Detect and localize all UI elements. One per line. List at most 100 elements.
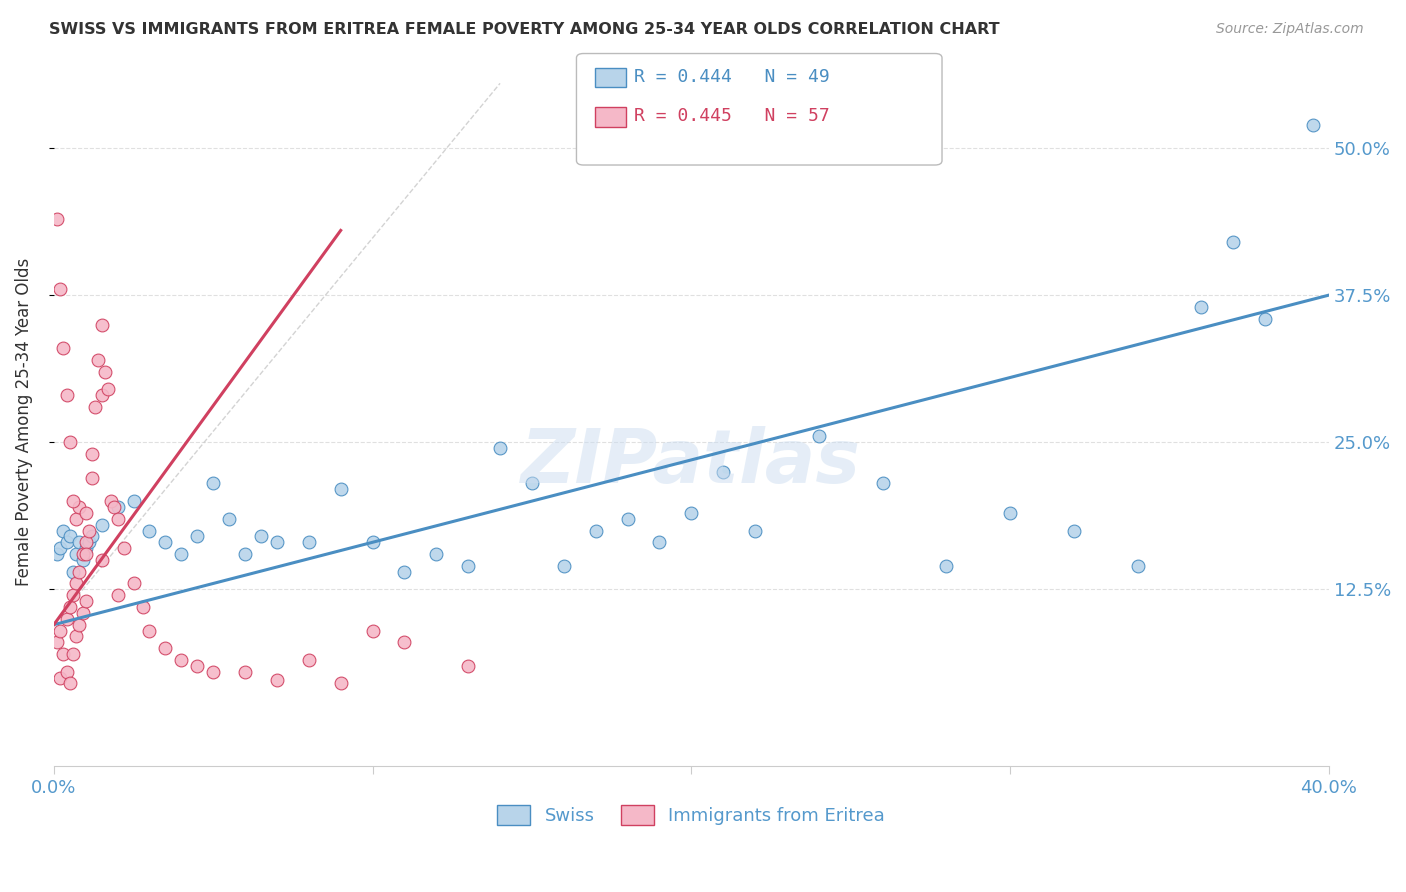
Point <box>807 429 830 443</box>
Point <box>65 629 87 643</box>
Point <box>138 624 160 638</box>
Point <box>55 388 77 402</box>
Point <box>218 512 240 526</box>
Text: Source: ZipAtlas.com: Source: ZipAtlas.com <box>1216 22 1364 37</box>
Point <box>1063 524 1085 538</box>
Point <box>55 665 77 679</box>
Point <box>90 517 112 532</box>
Point <box>72 553 94 567</box>
Point <box>298 535 321 549</box>
Point <box>90 388 112 402</box>
Point <box>49 541 72 556</box>
Point <box>84 400 107 414</box>
Point <box>55 535 77 549</box>
Point <box>616 512 638 526</box>
Point <box>46 635 69 649</box>
Point <box>648 535 671 549</box>
Text: R = 0.445   N = 57: R = 0.445 N = 57 <box>634 107 830 125</box>
Point <box>75 547 97 561</box>
Point <box>90 553 112 567</box>
Point <box>80 470 103 484</box>
Point <box>585 524 607 538</box>
Point <box>112 541 135 556</box>
Point <box>65 547 87 561</box>
Point <box>59 599 82 614</box>
Point <box>233 665 256 679</box>
Point <box>711 465 734 479</box>
Point <box>122 494 145 508</box>
Point <box>186 658 208 673</box>
Point <box>62 647 84 661</box>
Point <box>107 512 129 526</box>
Point <box>94 365 117 379</box>
Point <box>52 524 75 538</box>
Point <box>520 476 543 491</box>
Point <box>49 282 72 296</box>
Point <box>49 624 72 638</box>
Point <box>77 535 100 549</box>
Point <box>425 547 447 561</box>
Point <box>103 500 125 514</box>
Point <box>62 588 84 602</box>
Point <box>1126 558 1149 573</box>
Point <box>298 653 321 667</box>
Point <box>55 612 77 626</box>
Point <box>132 599 155 614</box>
Point <box>122 576 145 591</box>
Point <box>46 547 69 561</box>
Point <box>170 547 193 561</box>
Point <box>59 529 82 543</box>
Point <box>872 476 894 491</box>
Point <box>90 318 112 332</box>
Point <box>87 352 110 367</box>
Point <box>1254 311 1277 326</box>
Point <box>138 524 160 538</box>
Point <box>59 676 82 690</box>
Point <box>65 576 87 591</box>
Point <box>681 506 703 520</box>
Point <box>65 512 87 526</box>
Point <box>72 547 94 561</box>
Point <box>998 506 1021 520</box>
Point <box>202 476 225 491</box>
Point <box>46 211 69 226</box>
Point <box>100 494 122 508</box>
Point <box>744 524 766 538</box>
Point <box>266 673 288 687</box>
Point <box>361 535 384 549</box>
Point <box>62 565 84 579</box>
Point <box>1189 300 1212 314</box>
Point <box>75 535 97 549</box>
Point <box>107 500 129 514</box>
Point <box>329 483 352 497</box>
Point <box>77 524 100 538</box>
Point <box>935 558 957 573</box>
Point <box>97 382 120 396</box>
Point <box>489 441 512 455</box>
Point <box>155 641 177 656</box>
Point <box>361 624 384 638</box>
Point <box>394 635 416 649</box>
Point <box>75 541 97 556</box>
Point <box>67 565 90 579</box>
Point <box>457 558 479 573</box>
Point <box>107 588 129 602</box>
Point <box>80 447 103 461</box>
Point <box>186 529 208 543</box>
Point <box>155 535 177 549</box>
Point <box>457 658 479 673</box>
Point <box>233 547 256 561</box>
Point <box>80 529 103 543</box>
Point <box>553 558 575 573</box>
Point <box>52 341 75 355</box>
Point <box>1222 235 1244 250</box>
Point <box>394 565 416 579</box>
Legend: Swiss, Immigrants from Eritrea: Swiss, Immigrants from Eritrea <box>491 798 893 832</box>
Point <box>49 671 72 685</box>
Text: ZIPatlas: ZIPatlas <box>522 426 862 500</box>
Point <box>266 535 288 549</box>
Point <box>75 594 97 608</box>
Point <box>52 647 75 661</box>
Point <box>72 606 94 620</box>
Text: R = 0.444   N = 49: R = 0.444 N = 49 <box>634 68 830 86</box>
